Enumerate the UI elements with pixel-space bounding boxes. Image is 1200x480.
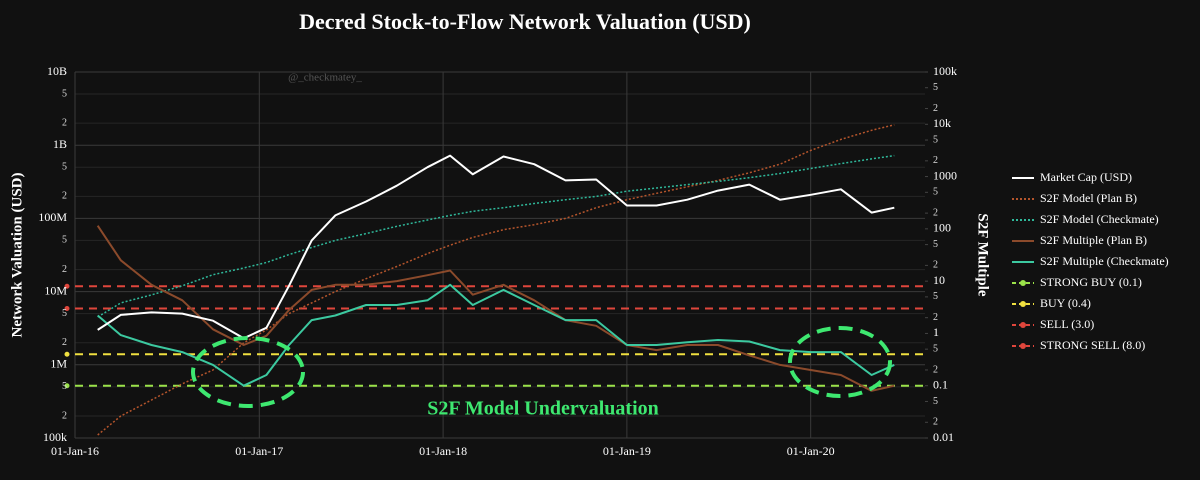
threshold-marker [64, 383, 70, 389]
y2-tick-label: 2 [933, 103, 938, 114]
legend-swatch [1020, 280, 1026, 286]
x-tick-label: 01-Jan-19 [603, 444, 651, 458]
series-line [96, 225, 895, 392]
y2-tick-label: 5 [933, 82, 938, 93]
y-tick-label: 5 [62, 235, 67, 246]
y-tick-label: 2 [62, 191, 67, 202]
y-tick-label: 10B [47, 64, 67, 78]
legend-label: BUY (0.4) [1040, 296, 1091, 310]
y2-tick-label: 5 [933, 343, 938, 354]
series-line [97, 124, 895, 436]
series-line [97, 154, 895, 318]
y2-tick-label: 5 [933, 396, 938, 407]
y2-tick-label: 10 [933, 273, 945, 287]
legend-label: S2F Model (Checkmate) [1040, 212, 1159, 226]
legend-label: Market Cap (USD) [1040, 170, 1132, 184]
y-tick-label: 100M [38, 210, 67, 224]
y2-tick-label: 0.1 [933, 377, 948, 391]
x-tick-label: 01-Jan-20 [787, 444, 835, 458]
threshold-marker [64, 305, 70, 311]
plot [64, 124, 925, 436]
legend-swatch [1020, 301, 1026, 307]
chart-title: Decred Stock-to-Flow Network Valuation (… [299, 9, 751, 34]
watermark: @_checkmatey_ [288, 72, 362, 84]
legend: Market Cap (USD) S2F Model (Plan B) S2F Mo… [1012, 170, 1169, 352]
y2-axis-label: S2F Multiple [975, 213, 991, 297]
y2-tick-label: 5 [933, 134, 938, 145]
legend-label: S2F Model (Plan B) [1040, 191, 1137, 205]
legend-label: STRONG BUY (0.1) [1040, 275, 1142, 289]
y2-tick-label: 5 [933, 291, 938, 302]
y-tick-label: 1B [53, 137, 67, 151]
highlight-ellipse [788, 326, 892, 398]
y2-tick-label: 1 [933, 325, 939, 339]
annotation: S2F Model Undervaluation [427, 398, 659, 420]
y2-tick-label: 2 [933, 312, 938, 323]
legend-label: STRONG SELL (8.0) [1040, 338, 1145, 352]
x-tick-label: 01-Jan-18 [419, 444, 467, 458]
series-line [97, 154, 895, 340]
legend-label: S2F Multiple (Plan B) [1040, 233, 1147, 247]
series-line [97, 283, 895, 387]
y2-tick-label: 5 [933, 239, 938, 250]
y-tick-label: 1M [50, 357, 67, 371]
grid [74, 71, 925, 439]
threshold-marker [64, 351, 70, 357]
highlight-ellipse [191, 336, 305, 408]
y2-tick-label: 5 [933, 187, 938, 198]
y2-tick-label: 1000 [933, 168, 957, 182]
y-tick-label: 2 [62, 410, 67, 421]
y2-tick-label: 2 [933, 155, 938, 166]
x-tick-label: 01-Jan-16 [51, 444, 99, 458]
x-tick-label: 01-Jan-17 [235, 444, 283, 458]
y-tick-label: 5 [62, 162, 67, 173]
y2-tick-label: 10k [933, 116, 951, 130]
legend-swatch [1020, 343, 1026, 349]
y-tick-label: 5 [62, 88, 67, 99]
y-tick-label: 5 [62, 308, 67, 319]
y-tick-label: 2 [62, 337, 67, 348]
y2-tick-label: 2 [933, 364, 938, 375]
y2-tick-label: 2 [933, 207, 938, 218]
y2-tick-label: 100 [933, 221, 951, 235]
y2-tick-label: 2 [933, 260, 938, 271]
y-tick-label: 100k [43, 430, 67, 444]
legend-swatch [1020, 322, 1026, 328]
y2-tick-label: 100k [933, 64, 957, 78]
legend-label: S2F Multiple (Checkmate) [1040, 254, 1169, 268]
y-axis-label: Network Valuation (USD) [9, 172, 25, 337]
y-tick-label: 2 [62, 264, 67, 275]
y-tick-label: 2 [62, 117, 67, 128]
y2-tick-label: 0.01 [933, 430, 954, 444]
y-tick-label: 10M [44, 283, 67, 297]
threshold-marker [64, 283, 70, 289]
y-tick-label: 5 [62, 381, 67, 392]
legend-label: SELL (3.0) [1040, 317, 1094, 331]
y2-tick-label: 2 [933, 417, 938, 428]
